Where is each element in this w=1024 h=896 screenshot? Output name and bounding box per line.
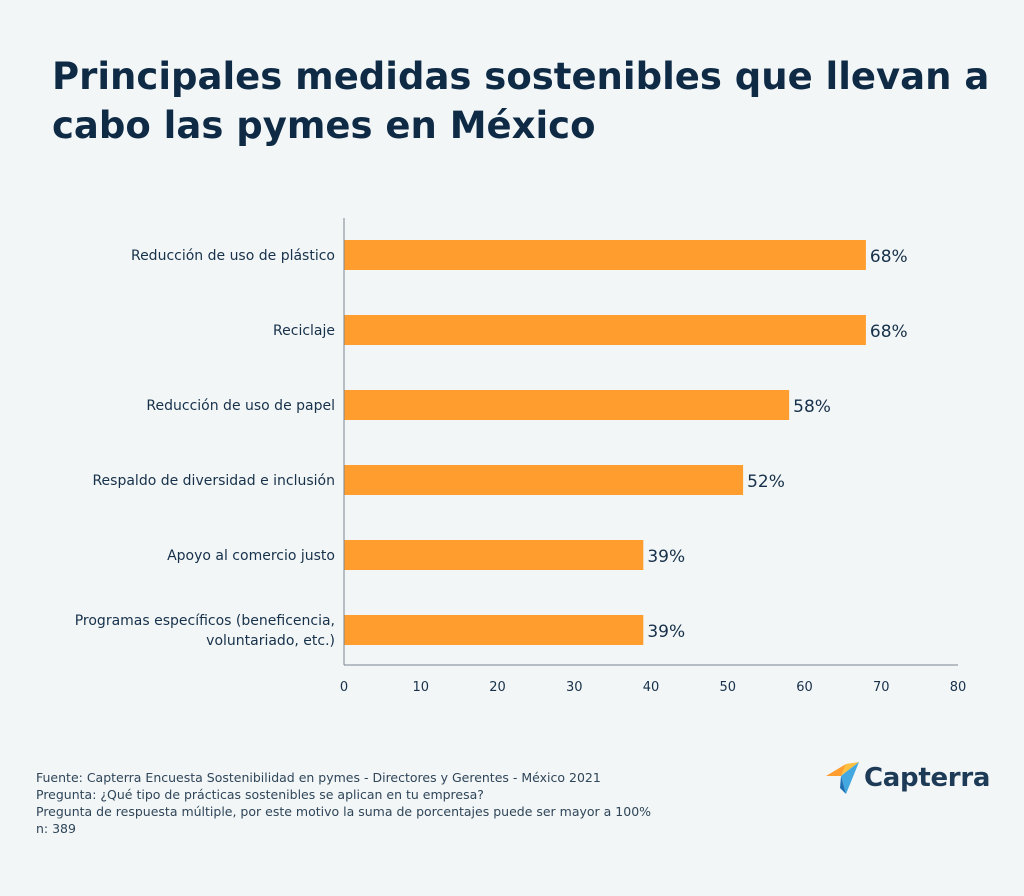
multiple-answer-note: Pregunta de respuesta múltiple, por este… [36, 804, 652, 819]
category-label: Programas específicos (beneficencia, volu… [75, 613, 335, 649]
chart-footer: Fuente: Capterra Encuesta Sostenibilidad… [36, 769, 651, 837]
bar [344, 315, 866, 345]
bar-chart: 68% Reducción de uso de plástico 68% Recicl… [0, 200, 1024, 710]
data-label: 68% [870, 322, 908, 342]
capterra-arrow-icon [826, 762, 859, 794]
category-label: Reducción de uso de papel [146, 398, 335, 414]
sample-size: n: 389 [36, 821, 76, 836]
chart-title: Principales medidas sostenibles que llev… [52, 55, 990, 147]
bar [344, 390, 790, 420]
x-tick-label: 50 [719, 680, 736, 695]
x-tick-label: 80 [950, 680, 967, 695]
chart-canvas: 68% Reducción de uso de plástico 68% Recicl… [75, 218, 967, 695]
source-note: Fuente: Capterra Encuesta Sostenibilidad… [36, 770, 601, 785]
question-note: Pregunta: ¿Qué tipo de prácticas sosteni… [36, 787, 484, 802]
capterra-logo: Capterra [824, 758, 994, 798]
bar [344, 240, 866, 270]
x-tick-label: 70 [873, 680, 890, 695]
bar [344, 615, 644, 645]
x-tick-label: 0 [340, 680, 348, 695]
x-tick-label: 20 [489, 680, 506, 695]
x-tick-label: 60 [796, 680, 813, 695]
category-label: Apoyo al comercio justo [167, 548, 335, 564]
bar [344, 465, 744, 495]
data-label: 39% [647, 622, 685, 642]
data-label: 68% [870, 247, 908, 267]
category-label: Respaldo de diversidad e inclusión [92, 473, 335, 489]
x-tick-label: 30 [566, 680, 583, 695]
category-label: Reducción de uso de plástico [131, 248, 335, 264]
x-tick-label: 40 [643, 680, 660, 695]
data-label: 58% [793, 397, 831, 417]
data-label: 39% [647, 547, 685, 567]
category-label: Reciclaje [273, 323, 335, 339]
x-tick-label: 10 [412, 680, 429, 695]
capterra-wordmark: Capterra [864, 763, 991, 793]
data-label: 52% [747, 472, 785, 492]
bar [344, 540, 644, 570]
